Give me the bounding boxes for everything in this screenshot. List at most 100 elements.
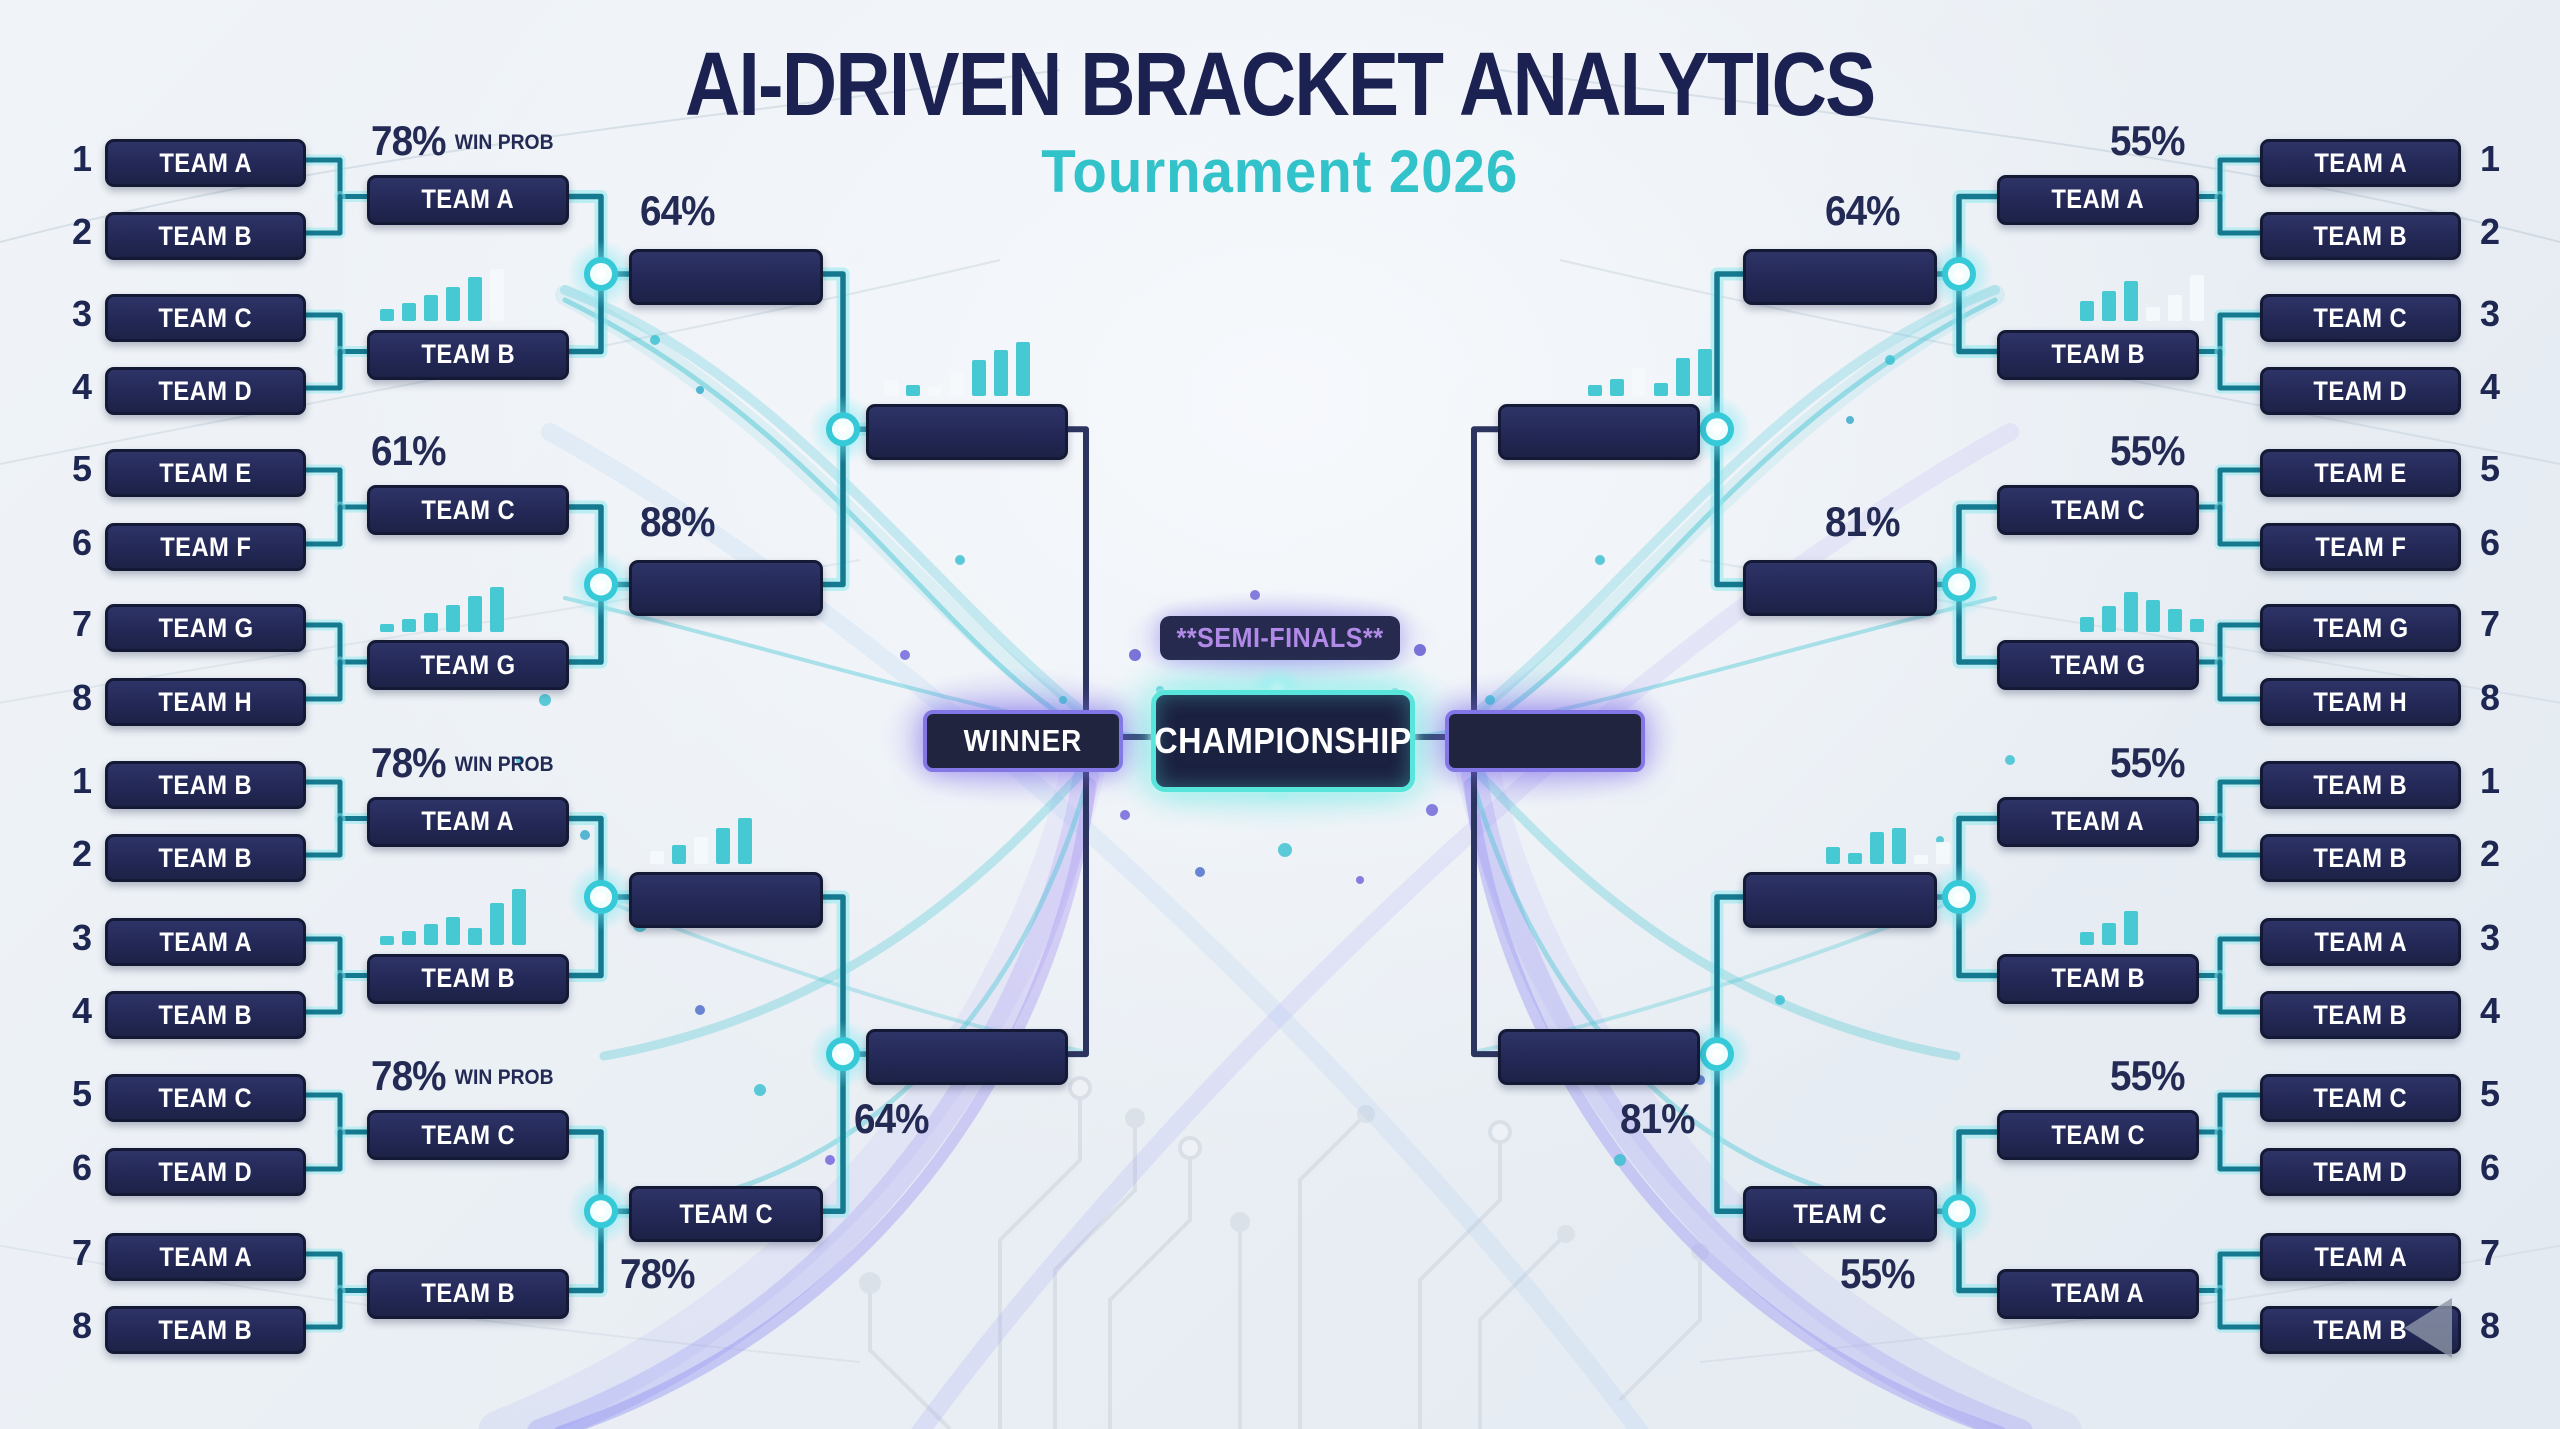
flow-ribbon bbox=[911, 423, 2019, 1429]
left-round2-slot[interactable]: TEAM A bbox=[367, 796, 569, 847]
team-name: TEAM B bbox=[158, 842, 253, 873]
left-round2-slot[interactable]: TEAM A bbox=[367, 174, 569, 225]
left-round3-slot[interactable] bbox=[629, 559, 823, 616]
left-round2-slot[interactable]: TEAM B bbox=[367, 329, 569, 380]
right-seed-slot[interactable]: TEAM C bbox=[2260, 1074, 2461, 1122]
team-name: TEAM A bbox=[159, 147, 252, 178]
win-prob-label: 64% bbox=[854, 1095, 929, 1143]
right-round3-slot[interactable] bbox=[1743, 559, 1937, 616]
left-seed-slot[interactable]: TEAM E bbox=[105, 449, 306, 497]
win-prob-label: 81% bbox=[1620, 1095, 1695, 1143]
percent-value: 61% bbox=[371, 427, 446, 474]
right-seed-number: 1 bbox=[2480, 760, 2501, 801]
scatter-dot bbox=[1595, 555, 1605, 565]
mini-bar-chart bbox=[2124, 911, 2138, 945]
mini-bar-chart bbox=[2168, 295, 2182, 321]
left-round3-slot[interactable]: TEAM C bbox=[629, 1186, 823, 1243]
right-seed-slot[interactable]: TEAM F bbox=[2260, 523, 2461, 571]
left-seed-slot[interactable]: TEAM A bbox=[105, 1233, 306, 1281]
championship-box[interactable]: CHAMPIONSHIP bbox=[1151, 690, 1415, 792]
right-round2-slot[interactable]: TEAM A bbox=[1997, 174, 2199, 225]
left-seed-slot[interactable]: TEAM B bbox=[105, 991, 306, 1039]
mini-bar-chart bbox=[446, 287, 460, 321]
right-round2-slot[interactable]: TEAM B bbox=[1997, 953, 2199, 1004]
final-right-slot[interactable] bbox=[1445, 710, 1645, 772]
team-name: TEAM C bbox=[1793, 1198, 1887, 1229]
bracket-node-core bbox=[1954, 579, 1964, 590]
left-seed-slot[interactable]: TEAM B bbox=[105, 761, 306, 809]
right-round3-slot[interactable]: TEAM C bbox=[1743, 1186, 1937, 1243]
right-round3-slot[interactable] bbox=[1743, 249, 1937, 305]
left-round2-slot[interactable]: TEAM C bbox=[367, 1110, 569, 1160]
team-name: TEAM B bbox=[2313, 220, 2408, 251]
mini-bar-chart bbox=[1610, 379, 1624, 396]
left-round4-slot[interactable] bbox=[866, 404, 1068, 461]
mini-bar-chart bbox=[2080, 301, 2094, 321]
right-round2-slot[interactable]: TEAM B bbox=[1997, 329, 2199, 380]
right-seed-slot[interactable]: TEAM G bbox=[2260, 604, 2461, 652]
right-seed-slot[interactable]: TEAM H bbox=[2260, 678, 2461, 726]
right-seed-slot[interactable]: TEAM B bbox=[2260, 991, 2461, 1039]
mini-bar-chart bbox=[2190, 619, 2204, 632]
right-seed-slot[interactable]: TEAM A bbox=[2260, 1233, 2461, 1281]
right-seed-slot[interactable]: TEAM C bbox=[2260, 294, 2461, 342]
left-round2-slot[interactable]: TEAM B bbox=[367, 953, 569, 1004]
mini-bar-chart bbox=[1654, 383, 1668, 396]
bracket-spine bbox=[1062, 426, 1089, 1058]
win-prob-label: 81% bbox=[1825, 498, 1900, 546]
left-round3-slot[interactable] bbox=[629, 872, 823, 928]
left-seed-slot[interactable]: TEAM G bbox=[105, 604, 306, 652]
mini-bar-chart bbox=[994, 350, 1008, 396]
left-seed-slot[interactable]: TEAM B bbox=[105, 834, 306, 882]
flow-stream bbox=[1469, 763, 1961, 1061]
left-seed-slot[interactable]: TEAM H bbox=[105, 678, 306, 726]
left-seed-slot[interactable]: TEAM A bbox=[105, 918, 306, 966]
right-round2-slot[interactable]: TEAM A bbox=[1997, 796, 2199, 847]
right-round4-slot[interactable] bbox=[1498, 1029, 1700, 1086]
right-round2-slot[interactable]: TEAM A bbox=[1997, 1268, 2199, 1319]
right-round4-slot[interactable] bbox=[1498, 404, 1700, 461]
mini-bar-chart bbox=[906, 385, 920, 396]
left-round4-slot[interactable] bbox=[866, 1029, 1068, 1086]
left-round2-slot[interactable]: TEAM G bbox=[367, 640, 569, 690]
circuit-pad bbox=[1125, 1108, 1145, 1128]
left-seed-slot[interactable]: TEAM F bbox=[105, 523, 306, 571]
right-seed-slot[interactable]: TEAM B bbox=[2260, 834, 2461, 882]
scatter-dot bbox=[1885, 355, 1895, 365]
right-seed-slot[interactable]: TEAM A bbox=[2260, 918, 2461, 966]
playback-arrow-icon bbox=[2404, 1298, 2452, 1358]
right-round2-slot[interactable]: TEAM C bbox=[1997, 1110, 2199, 1160]
bracket-node-core bbox=[596, 269, 606, 279]
right-round2-slot[interactable]: TEAM C bbox=[1997, 485, 2199, 535]
team-name: TEAM C bbox=[2051, 1119, 2145, 1150]
right-seed-slot[interactable]: TEAM D bbox=[2260, 367, 2461, 415]
mini-bar-chart bbox=[2102, 291, 2116, 321]
mini-bar-chart bbox=[468, 596, 482, 632]
right-seed-slot[interactable]: TEAM B bbox=[2260, 212, 2461, 260]
winner-box[interactable]: WINNER bbox=[923, 710, 1123, 772]
right-seed-slot[interactable]: TEAM D bbox=[2260, 1148, 2461, 1196]
team-name: TEAM B bbox=[158, 220, 253, 251]
bracket-node-core bbox=[838, 1049, 848, 1060]
right-seed-number: 1 bbox=[2480, 138, 2501, 179]
right-seed-slot[interactable]: TEAM E bbox=[2260, 449, 2461, 497]
left-seed-slot[interactable]: TEAM D bbox=[105, 367, 306, 415]
circuit-trace bbox=[1298, 1118, 1362, 1429]
left-round2-slot[interactable]: TEAM B bbox=[367, 1268, 569, 1319]
right-seed-slot[interactable]: TEAM B bbox=[2260, 761, 2461, 809]
left-round3-slot[interactable] bbox=[629, 249, 823, 305]
percent-value: 78% bbox=[371, 738, 446, 786]
right-seed-slot[interactable]: TEAM A bbox=[2260, 139, 2461, 187]
left-seed-slot[interactable]: TEAM C bbox=[105, 1074, 306, 1122]
right-round2-slot[interactable]: TEAM G bbox=[1997, 640, 2199, 690]
left-seed-slot[interactable]: TEAM C bbox=[105, 294, 306, 342]
left-seed-number: 4 bbox=[71, 990, 92, 1031]
left-round2-slot[interactable]: TEAM C bbox=[367, 485, 569, 535]
left-seed-slot[interactable]: TEAM A bbox=[105, 139, 306, 187]
left-seed-slot[interactable]: TEAM B bbox=[105, 1306, 306, 1354]
right-round3-slot[interactable] bbox=[1743, 872, 1937, 928]
team-name: TEAM G bbox=[2050, 649, 2146, 680]
mini-bar-chart bbox=[424, 924, 438, 945]
left-seed-slot[interactable]: TEAM D bbox=[105, 1148, 306, 1196]
left-seed-slot[interactable]: TEAM B bbox=[105, 212, 306, 260]
